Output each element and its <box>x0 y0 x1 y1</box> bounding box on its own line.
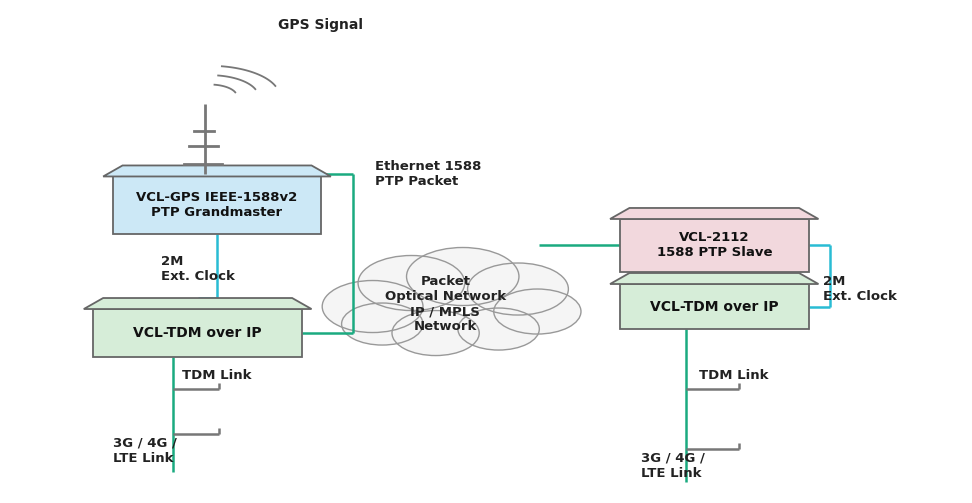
Circle shape <box>406 247 519 305</box>
Text: 3G / 4G /
LTE Link: 3G / 4G / LTE Link <box>113 437 177 465</box>
Polygon shape <box>103 165 330 177</box>
FancyBboxPatch shape <box>620 219 809 272</box>
Polygon shape <box>84 298 312 309</box>
Text: 2M
Ext. Clock: 2M Ext. Clock <box>823 275 897 303</box>
Circle shape <box>358 256 465 310</box>
Circle shape <box>322 281 423 332</box>
Text: VCL-TDM over IP: VCL-TDM over IP <box>650 299 779 313</box>
Text: VCL-TDM over IP: VCL-TDM over IP <box>133 326 262 340</box>
FancyBboxPatch shape <box>93 309 302 357</box>
Text: TDM Link: TDM Link <box>699 369 768 382</box>
Text: Ethernet 1588
PTP Packet: Ethernet 1588 PTP Packet <box>374 160 481 188</box>
Polygon shape <box>610 208 818 219</box>
Circle shape <box>468 263 569 315</box>
Text: VCL-2112
1588 PTP Slave: VCL-2112 1588 PTP Slave <box>656 231 772 259</box>
Circle shape <box>494 289 581 334</box>
Circle shape <box>458 308 539 350</box>
Circle shape <box>392 310 479 356</box>
Text: 3G / 4G /
LTE Link: 3G / 4G / LTE Link <box>642 452 705 479</box>
FancyBboxPatch shape <box>113 177 321 234</box>
FancyBboxPatch shape <box>620 284 809 329</box>
Polygon shape <box>610 273 818 284</box>
Text: 2M
Ext. Clock: 2M Ext. Clock <box>161 255 235 283</box>
Text: Packet
Optical Network
IP / MPLS
Network: Packet Optical Network IP / MPLS Network <box>385 275 505 333</box>
Text: VCL-GPS IEEE-1588v2
PTP Grandmaster: VCL-GPS IEEE-1588v2 PTP Grandmaster <box>136 191 297 219</box>
Circle shape <box>341 303 423 345</box>
Text: GPS Signal: GPS Signal <box>278 18 363 32</box>
Text: TDM Link: TDM Link <box>183 369 252 382</box>
